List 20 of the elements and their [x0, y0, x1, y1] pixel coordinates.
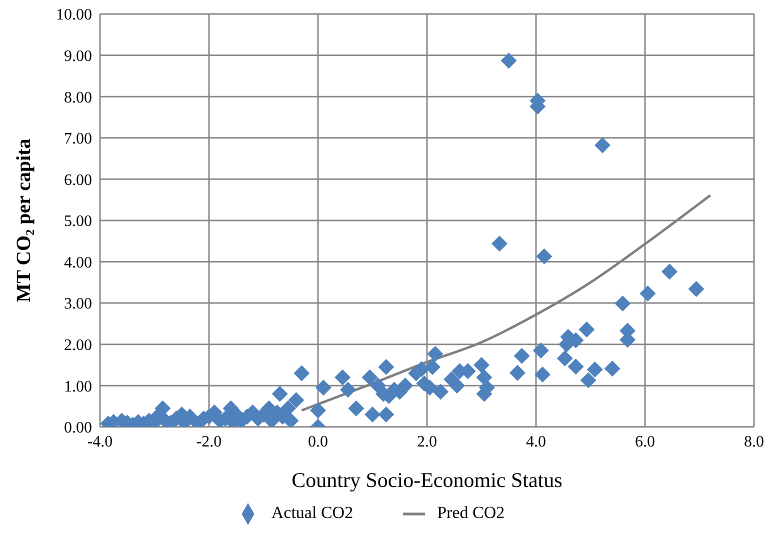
y-tick-label: 3.00 — [64, 296, 92, 313]
y-tick-label: 2.00 — [64, 337, 92, 354]
x-tick-label: 6.0 — [635, 433, 655, 450]
y-tick-label: 4.00 — [64, 254, 92, 272]
x-tick-label: 4.0 — [526, 433, 546, 450]
y-tick-label: 1.00 — [64, 378, 92, 396]
y-tick-label: 9.00 — [64, 48, 92, 65]
legend-label: Actual CO2 — [271, 502, 354, 522]
y-tick-label: 7.00 — [64, 130, 92, 148]
y-tick-label: 5.00 — [64, 213, 92, 230]
y-axis-title: MT CO₂ per capita — [13, 138, 35, 302]
y-tick-label: 6.00 — [64, 172, 92, 189]
x-tick-label: 8.0 — [744, 433, 764, 450]
y-tick-label: 10.00 — [56, 6, 92, 24]
y-tick-label: 8.00 — [64, 89, 92, 106]
legend-label: Pred CO2 — [437, 502, 505, 522]
x-tick-label: -2.0 — [196, 433, 222, 450]
x-tick-label: 2.0 — [417, 433, 437, 450]
x-axis-title: Country Socio-Economic Status — [292, 468, 562, 492]
x-tick-label: 0.0 — [308, 433, 328, 450]
